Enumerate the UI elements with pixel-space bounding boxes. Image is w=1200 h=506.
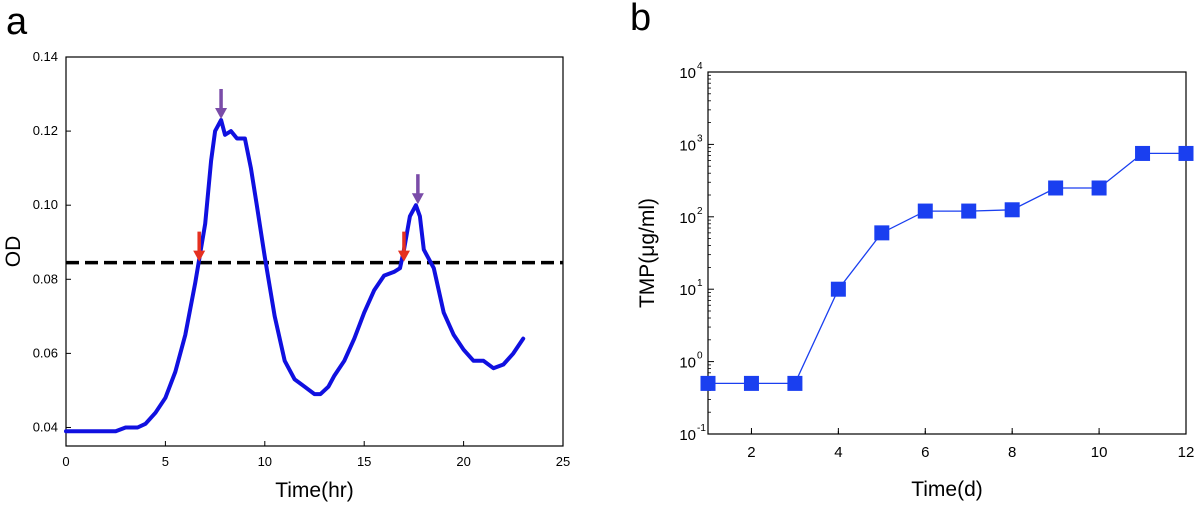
tmp-series-line [708, 152, 1186, 385]
panel-a-plot-frame [65, 56, 564, 447]
panel-a-x-axis-label: Time(hr) [275, 479, 354, 502]
x-tick-label: 8 [1008, 444, 1016, 461]
data-point-marker [743, 375, 759, 391]
data-point-marker [874, 225, 890, 241]
y-tick-exponent: 3 [697, 133, 703, 144]
panel-a-y-axis-label: OD [2, 236, 25, 268]
x-tick-label: 0 [62, 454, 69, 469]
x-tick-label: 12 [1178, 444, 1195, 461]
data-point-marker [787, 375, 803, 391]
y-tick-exponent: 1 [697, 278, 703, 289]
arrow-marker [411, 174, 424, 205]
arrow-marker [193, 231, 206, 262]
data-point-marker [1091, 180, 1107, 196]
x-tick-label: 20 [456, 454, 470, 469]
x-tick-label: 10 [1091, 444, 1108, 461]
panel-a-arrows [193, 88, 424, 262]
od-series-line [64, 118, 526, 434]
y-tick-label: 10 [679, 355, 696, 372]
y-tick-exponent: 4 [697, 61, 703, 72]
y-tick-label: 0.10 [33, 197, 58, 212]
y-tick-label: 0.12 [33, 123, 58, 138]
y-tick-label: 10 [679, 65, 696, 82]
panel-b-plot-frame [707, 71, 1187, 435]
data-point-marker [830, 281, 846, 297]
y-tick-exponent: 2 [697, 206, 703, 217]
panel-a-ticks: 0 5 10 15 20 25 0.04 0.06 0.08 0.10 0.12 0.14 [33, 49, 571, 469]
x-tick-label: 10 [258, 454, 272, 469]
data-point-marker [1135, 145, 1151, 161]
x-tick-label: 4 [834, 444, 842, 461]
y-tick-label: 0.04 [33, 419, 58, 434]
panel-b-x-axis-label: Time(d) [911, 478, 983, 501]
data-point-marker [1048, 180, 1064, 196]
y-tick-label: 10 [679, 210, 696, 227]
x-tick-label: 25 [556, 454, 570, 469]
y-tick-exponent: 0 [697, 351, 703, 362]
panel-a-od-chart: a 0 5 10 15 20 25 0.04 0.06 0.08 0.10 0.12 0.14 Tim… [2, 1, 570, 502]
arrow-marker [215, 88, 228, 119]
y-tick-label: 0.08 [33, 271, 58, 286]
data-point-marker [917, 203, 933, 219]
panel-a-label: a [6, 1, 28, 43]
y-tick-label: 10 [679, 427, 696, 444]
y-tick-label: 0.14 [33, 49, 58, 64]
data-point-marker [1178, 145, 1194, 161]
x-tick-label: 2 [747, 444, 755, 461]
tmp-series-markers [700, 145, 1194, 391]
y-tick-label: 0.06 [33, 345, 58, 360]
data-point-marker [700, 375, 716, 391]
data-point-marker [1004, 202, 1020, 218]
arrow-marker [397, 231, 410, 262]
data-point-marker [961, 203, 977, 219]
panel-b-label: b [630, 0, 651, 39]
x-tick-label: 6 [921, 444, 929, 461]
panel-b-y-axis-label: TMP(μg/ml) [636, 198, 659, 308]
x-tick-label: 5 [162, 454, 169, 469]
y-tick-exponent: -1 [697, 423, 706, 434]
y-tick-label: 10 [679, 282, 696, 299]
y-tick-label: 10 [679, 137, 696, 154]
x-tick-label: 15 [357, 454, 371, 469]
